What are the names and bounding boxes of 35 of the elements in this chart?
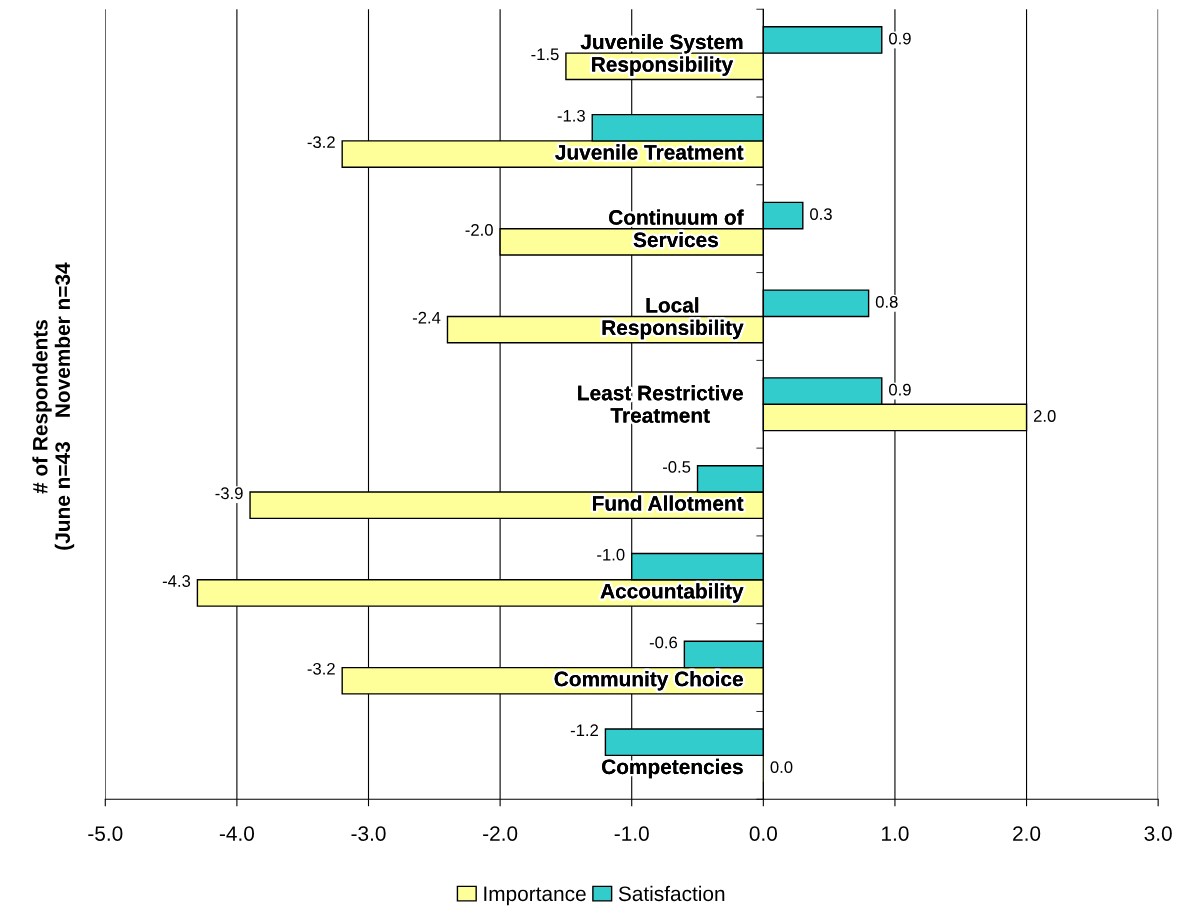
- x-tick-label: -4.0: [219, 826, 255, 841]
- data-label: 2.0: [1033, 410, 1056, 422]
- y-axis-title: # of Respondents (June n=43 November n=34: [32, 262, 75, 550]
- data-label: 0.9: [889, 383, 911, 396]
- y-tick-label: Community Choice: [554, 671, 743, 691]
- x-tick-label: -5.0: [88, 826, 123, 841]
- x-tick-label: 1.0: [882, 826, 909, 841]
- data-label: 0.9: [889, 32, 911, 45]
- data-label: -2.4: [412, 311, 441, 324]
- data-label: -1.5: [531, 48, 559, 61]
- data-label: -1.0: [597, 548, 625, 561]
- legend-label: Importance: [484, 886, 586, 906]
- data-label: -3.2: [307, 136, 335, 149]
- y-tick-label: Juvenile Treatment: [555, 144, 744, 160]
- y-tick-label: Accountability: [600, 583, 744, 603]
- x-tick-label: -1.0: [614, 826, 649, 841]
- data-label: -4.3: [162, 575, 191, 587]
- data-label: -0.5: [662, 461, 691, 473]
- x-tick-label: -2.0: [483, 826, 518, 841]
- data-label: -2.0: [465, 224, 493, 236]
- data-label: 0.3: [810, 208, 832, 220]
- x-tick-label: -3.0: [351, 826, 386, 841]
- data-label: 0.8: [875, 295, 898, 308]
- data-label: -3.9: [215, 487, 243, 500]
- legend-label: Satisfaction: [618, 885, 725, 902]
- data-label: 0.0: [770, 761, 793, 774]
- x-tick-label: 2.0: [1013, 826, 1041, 841]
- data-label: -0.6: [649, 636, 678, 649]
- data-label: -3.2: [307, 662, 335, 675]
- y-tick-label: Local Responsibility: [602, 297, 744, 340]
- x-tick-label: 0.0: [749, 826, 777, 841]
- y-tick-label: Fund Allotment: [593, 495, 744, 511]
- data-label: -1.3: [557, 109, 585, 122]
- data-label: -1.2: [570, 724, 598, 736]
- x-tick-label: 3.0: [1144, 826, 1172, 841]
